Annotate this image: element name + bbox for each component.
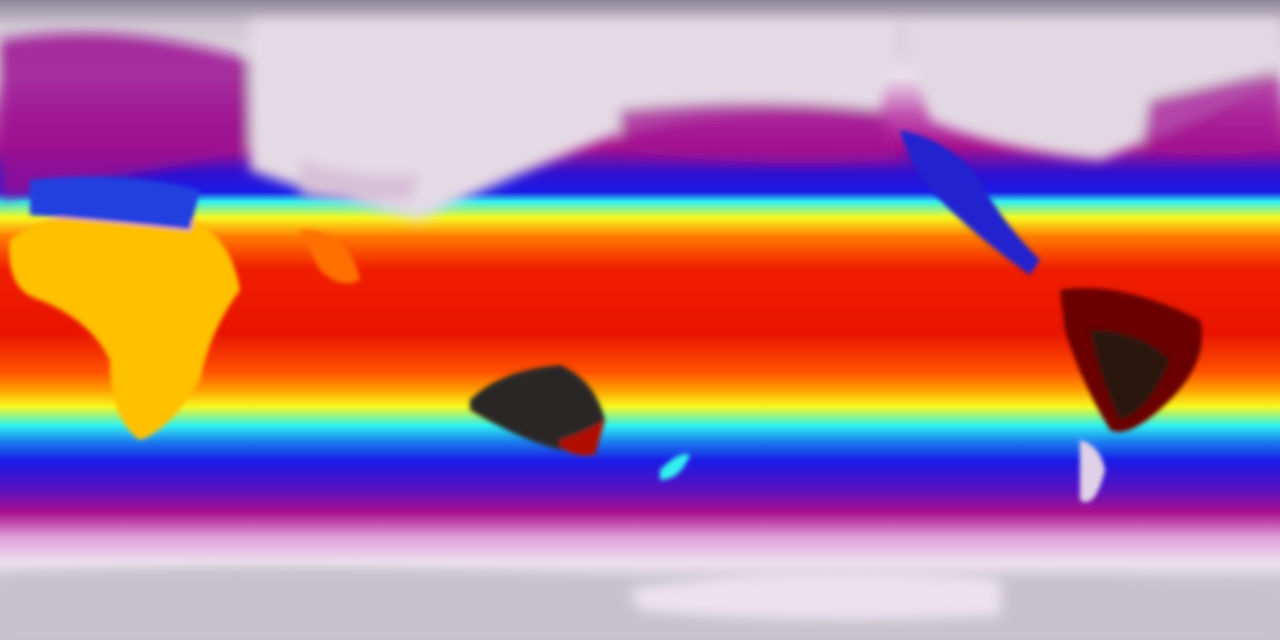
australia [470,365,605,451]
patagonia [1080,440,1105,502]
africa [9,210,240,440]
new-zealand [660,454,690,480]
north-america-west [900,130,1040,275]
europe-mediterranean [30,176,200,230]
continents [9,130,1202,502]
india [300,230,360,284]
antarctica [0,568,1280,640]
northern-landmasses [0,20,1280,220]
